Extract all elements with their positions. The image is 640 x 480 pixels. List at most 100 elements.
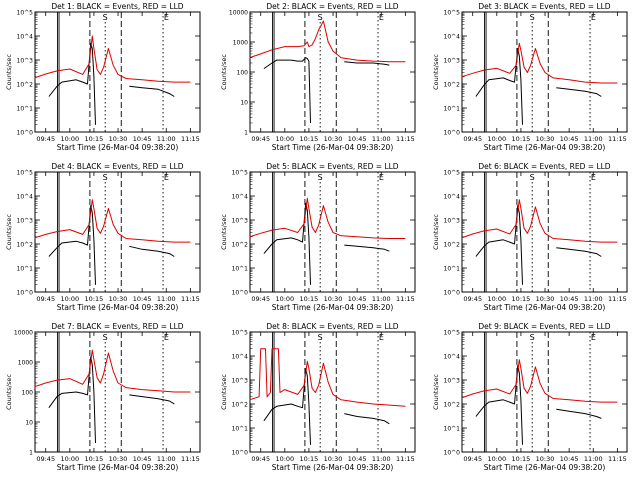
y-tick-label: 10^1 [232, 266, 249, 273]
x-tick-label: 10:30 [536, 135, 555, 143]
y-tick-label: 10^5 [232, 330, 249, 337]
x-tick-label: 10:00 [275, 135, 294, 143]
y-tick-label: 10^3 [17, 218, 34, 225]
series-line-lld [34, 349, 191, 393]
x-tick-label: 10:15 [300, 455, 319, 463]
x-tick-label: 09:45 [36, 295, 55, 303]
y-axis-label: Counts/sec [5, 214, 13, 250]
plot-frame [34, 11, 201, 133]
x-tick-label: 10:30 [536, 295, 555, 303]
y-axis-label: Counts/sec [432, 374, 440, 410]
panel-title: Det 4: BLACK = Events, RED = LLD [51, 162, 183, 171]
y-tick-label: 10^0 [444, 130, 461, 137]
y-axis-label: Counts/sec [5, 374, 13, 410]
annotation-e: E [164, 333, 169, 342]
x-tick-label: 10:45 [133, 135, 152, 143]
series-line-lld [34, 199, 191, 243]
annotation-s: S [318, 333, 323, 342]
x-tick-label: 09:45 [251, 135, 270, 143]
x-tick-label: 10:00 [60, 295, 79, 303]
y-tick-label: 10^5 [17, 10, 34, 17]
detector-panel-1: Det 1: BLACK = Events, RED = LLD 09:45 10:… [5, 2, 201, 152]
y-tick-label: 10^5 [444, 10, 461, 17]
plot-frame [461, 171, 628, 293]
series-line-events [48, 42, 175, 125]
series-line-events [263, 202, 390, 285]
series-line-events [263, 368, 390, 445]
panel-title: Det 7: BLACK = Events, RED = LLD [51, 322, 183, 331]
y-tick-label: 10^1 [17, 266, 34, 273]
x-tick-label: 11:15 [396, 455, 415, 463]
x-tick-label: 09:45 [463, 455, 482, 463]
x-tick-label: 09:45 [251, 455, 270, 463]
y-tick-label: 10^5 [17, 170, 34, 177]
panel-title: Det 8: BLACK = Events, RED = LLD [266, 322, 398, 331]
detector-panel-4: Det 4: BLACK = Events, RED = LLD 09:45 10:… [5, 162, 201, 312]
detector-panel-6: Det 6: BLACK = Events, RED = LLD 09:45 10:… [432, 162, 628, 312]
series-line-lld [34, 35, 191, 83]
x-axis-label: Start Time (26-Mar-04 09:38:20) [57, 463, 179, 472]
series-line-lld [461, 199, 618, 243]
y-tick-label: 10^3 [232, 378, 249, 385]
x-tick-label: 10:00 [60, 455, 79, 463]
panel-title: Det 5: BLACK = Events, RED = LLD [266, 162, 398, 171]
x-tick-label: 10:45 [348, 455, 367, 463]
x-tick-label: 10:45 [348, 135, 367, 143]
y-tick-label: 10^2 [232, 242, 249, 249]
annotation-e: E [379, 173, 384, 182]
annotation-s: S [318, 173, 323, 182]
y-tick-label: 10^0 [444, 290, 461, 297]
series-line-events [48, 356, 175, 444]
x-tick-label: 10:15 [300, 135, 319, 143]
y-tick-label: 10^0 [232, 290, 249, 297]
y-tick-label: 10^4 [232, 194, 249, 201]
plot-frame [249, 11, 416, 133]
x-tick-label: 10:30 [536, 455, 555, 463]
y-tick-label: 100 [237, 70, 249, 77]
y-tick-label: 10^1 [232, 426, 249, 433]
annotation-e: E [164, 173, 169, 182]
y-tick-label: 10 [240, 100, 248, 107]
y-tick-label: 10^2 [232, 402, 249, 409]
x-tick-label: 10:30 [109, 295, 128, 303]
plot-frame [249, 331, 416, 453]
y-tick-label: 10^4 [444, 354, 461, 361]
y-tick-label: 10^0 [17, 130, 34, 137]
y-tick-label: 10^1 [444, 266, 461, 273]
y-tick-label: 10^1 [444, 106, 461, 113]
annotation-s: S [530, 173, 535, 182]
y-tick-label: 10^3 [444, 58, 461, 65]
x-tick-label: 10:30 [109, 135, 128, 143]
x-tick-label: 09:45 [463, 295, 482, 303]
annotation-s: S [103, 333, 108, 342]
y-tick-label: 10^4 [444, 34, 461, 41]
x-tick-label: 10:30 [324, 135, 343, 143]
y-tick-label: 10^2 [17, 242, 34, 249]
y-tick-label: 10^0 [232, 450, 249, 457]
series-line-events [475, 205, 602, 285]
annotation-e: E [379, 333, 384, 342]
x-tick-label: 09:45 [36, 135, 55, 143]
series-line-lld [461, 359, 618, 403]
x-tick-label: 09:45 [36, 455, 55, 463]
y-tick-label: 10^2 [444, 242, 461, 249]
x-axis-label: Start Time (26-Mar-04 09:38:20) [57, 303, 179, 312]
detector-panel-9: Det 9: BLACK = Events, RED = LLD 09:45 10:… [432, 322, 628, 472]
x-tick-label: 10:00 [60, 135, 79, 143]
y-tick-label: 10^2 [17, 82, 34, 89]
y-tick-label: 10^3 [17, 58, 34, 65]
series-line-lld [249, 20, 406, 63]
x-tick-label: 10:30 [109, 455, 128, 463]
x-tick-label: 10:00 [487, 455, 506, 463]
x-tick-label: 11:00 [372, 455, 391, 463]
y-tick-label: 10^3 [232, 218, 249, 225]
detector-panel-3: Det 3: BLACK = Events, RED = LLD 09:45 10:… [432, 2, 628, 152]
y-tick-label: 10000 [14, 330, 33, 337]
y-tick-label: 10^4 [17, 194, 34, 201]
y-tick-label: 1 [29, 450, 33, 457]
detector-panel-5: Det 5: BLACK = Events, RED = LLD 09:45 10:… [220, 162, 416, 312]
x-tick-label: 10:30 [324, 455, 343, 463]
detector-panel-7: Det 7: BLACK = Events, RED = LLD 09:45 10:… [5, 322, 201, 472]
x-tick-label: 09:45 [463, 135, 482, 143]
x-tick-label: 11:00 [372, 135, 391, 143]
